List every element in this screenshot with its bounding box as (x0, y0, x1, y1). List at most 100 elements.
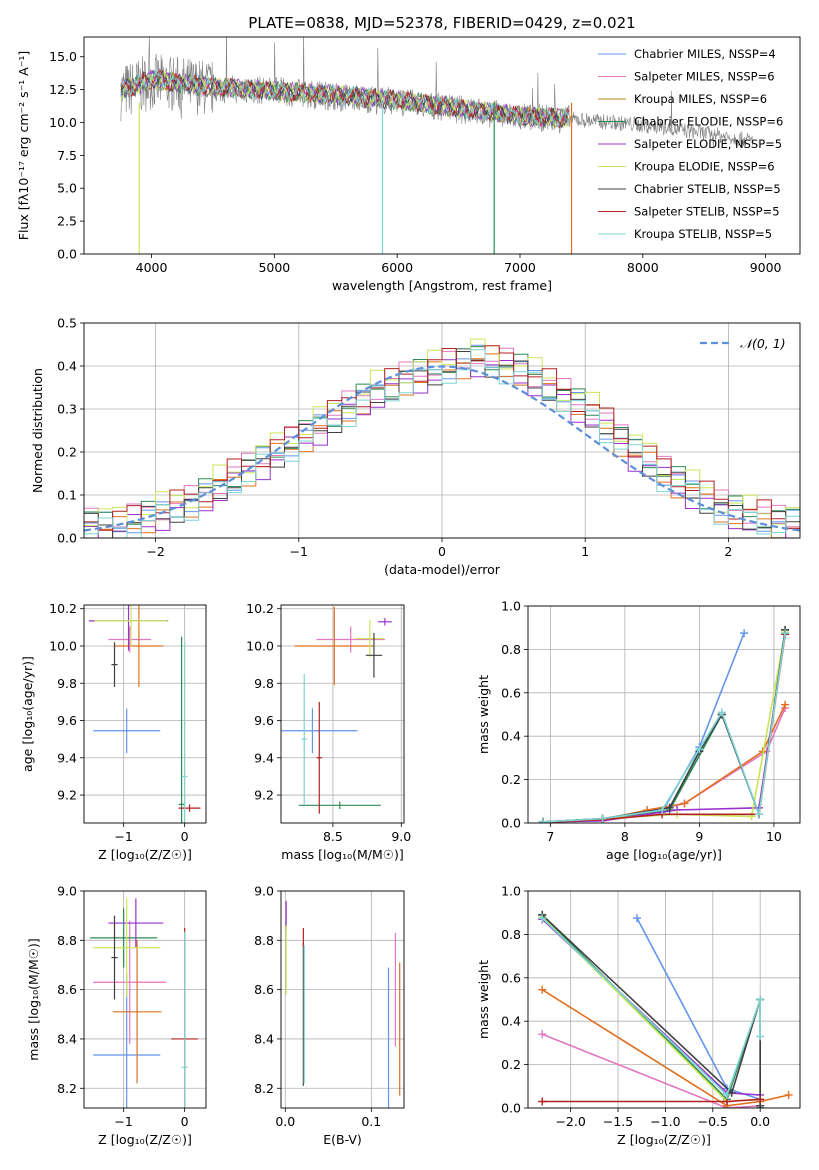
x-tick-label: 0 (438, 544, 446, 559)
x-tick-label: 7000 (504, 260, 536, 275)
y-tick-label: 10.2 (246, 601, 274, 616)
legend-label: Kroupa STELIB, NSSP=5 (634, 227, 772, 241)
y-tick-label: 0.6 (501, 685, 521, 700)
series-line (542, 634, 786, 823)
series-line (542, 632, 786, 823)
x-axis-label: age [log₁₀(age/yr)] (606, 847, 722, 862)
y-tick-label: 9.6 (57, 713, 77, 728)
y-axis-label: mass weight (476, 675, 491, 754)
y-tick-label: 9.0 (57, 884, 77, 899)
legend-label: Kroupa MILES, NSSP=6 (634, 92, 767, 106)
x-tick-label: 5000 (258, 260, 290, 275)
y-tick-label: 9.0 (254, 884, 274, 899)
series-marker (538, 1097, 547, 1106)
axes-frame (83, 36, 801, 255)
y-tick-label: 10.0 (49, 115, 77, 130)
legend-label: Chabrier ELODIE, NSSP=6 (634, 115, 783, 129)
plot-area (90, 898, 199, 1108)
plot-area (285, 900, 401, 1108)
y-axis-label: Flux [fλ10⁻¹⁷ erg cm⁻² s⁻¹ A⁻¹] (16, 51, 31, 240)
series-line (541, 917, 761, 1097)
figure-title: PLATE=0838, MJD=52378, FIBERID=0429, z=0… (248, 14, 635, 32)
y-axis-label: mass weight (476, 960, 491, 1039)
series-marker (658, 805, 667, 814)
x-axis-label: wavelength [Angstrom, rest frame] (332, 278, 552, 293)
legend-label: Kroupa ELODIE, NSSP=6 (634, 160, 775, 174)
y-tick-label: 1.0 (501, 884, 521, 899)
y-tick-label: 5.0 (57, 181, 77, 196)
series-marker (781, 700, 790, 709)
ticks: −1 0 9.2 9.4 9.6 9.8 10.0 10.2 (49, 601, 189, 844)
plot-area (120, 37, 754, 254)
x-tick-label: −2.0 (555, 1114, 585, 1129)
x-tick-label: 4000 (136, 260, 168, 275)
x-axis-label: (data-model)/error (384, 562, 501, 577)
plot-area (281, 606, 392, 814)
series-marker (538, 985, 547, 994)
x-tick-label: 0 (181, 1114, 189, 1129)
y-tick-label: 0.6 (501, 970, 521, 985)
y-tick-label: 10.0 (246, 638, 274, 653)
series-line (541, 1033, 761, 1108)
legend-label: 𝒩(0, 1) (740, 336, 786, 351)
x-tick-label: −1 (290, 544, 308, 559)
series-line (542, 629, 786, 823)
y-tick-label: 9.4 (57, 750, 77, 765)
ticks: 0.0 0.1 8.2 8.4 8.6 8.8 9.0 (254, 884, 381, 1130)
x-tick-label: 9 (695, 829, 703, 844)
x-tick-label: −0.5 (698, 1114, 728, 1129)
series-marker (723, 1090, 732, 1099)
axes-age_vs_mass: 8.5 9.0 9.2 9.4 9.6 9.8 10.0 10.2 mass [log₁₀(M/… (246, 601, 411, 862)
grid (84, 605, 206, 823)
axes-mass_vs_Z: −1 0 8.2 8.4 8.6 8.8 9.0 Z [log₁₀(Z/Z☉)] mass [l… (26, 884, 207, 1147)
legend-label: Salpeter ELODIE, NSSP=5 (634, 137, 782, 151)
y-tick-label: 0.3 (57, 402, 77, 417)
x-axis-label: Z [log₁₀(Z/Z☉)] (98, 847, 192, 862)
histogram-step (84, 349, 800, 538)
y-tick-label: 8.2 (57, 1081, 77, 1096)
series-marker (538, 914, 547, 923)
x-axis-label: mass [log₁₀(M/M☉)] (281, 847, 403, 862)
y-tick-label: 0.8 (501, 642, 521, 657)
legend-label: Chabrier MILES, NSSP=4 (634, 47, 776, 61)
x-tick-label: 9000 (750, 260, 782, 275)
y-tick-label: 9.6 (254, 713, 274, 728)
series-marker (665, 803, 674, 812)
x-tick-label: −1.0 (650, 1114, 680, 1129)
series-marker (756, 1095, 765, 1104)
grid (281, 605, 404, 823)
x-tick-label: −1.5 (603, 1114, 633, 1129)
x-tick-label: 6000 (381, 260, 413, 275)
series-marker (598, 814, 607, 823)
x-tick-label: −1 (114, 1114, 132, 1129)
y-tick-label: 1.0 (501, 599, 521, 614)
y-tick-label: 0.8 (501, 927, 521, 942)
series-marker (727, 1088, 736, 1097)
data-spectrum-line (120, 37, 754, 149)
x-tick-label: −1 (114, 829, 132, 844)
y-axis-label: mass [log₁₀(M/M☉)] (26, 938, 41, 1060)
y-tick-label: 0.5 (57, 316, 77, 331)
series-line (542, 631, 786, 823)
legend-label: Salpeter MILES, NSSP=6 (634, 70, 775, 84)
y-tick-label: 9.8 (254, 676, 274, 691)
series-marker (755, 810, 764, 819)
y-tick-label: 8.2 (254, 1081, 274, 1096)
x-axis-label: Z [log₁₀(Z/Z☉)] (98, 1132, 192, 1147)
series-line (542, 707, 786, 823)
y-tick-label: 8.6 (57, 982, 77, 997)
x-tick-label: 8.5 (323, 829, 343, 844)
y-tick-label: 0.2 (501, 772, 521, 787)
series-marker (756, 1032, 765, 1041)
x-tick-label: 0.1 (361, 1114, 381, 1129)
ticks: 8.5 9.0 9.2 9.4 9.6 9.8 10.0 10.2 (246, 601, 411, 844)
legend-label: Salpeter STELIB, NSSP=5 (634, 205, 780, 219)
series-line (542, 634, 786, 823)
y-tick-label: 7.5 (57, 148, 77, 163)
axes-frame (280, 604, 405, 824)
x-tick-label: 7 (546, 829, 554, 844)
series-marker (781, 629, 790, 638)
grid (281, 890, 404, 1108)
plot-area (538, 625, 790, 823)
series-line (542, 629, 786, 823)
